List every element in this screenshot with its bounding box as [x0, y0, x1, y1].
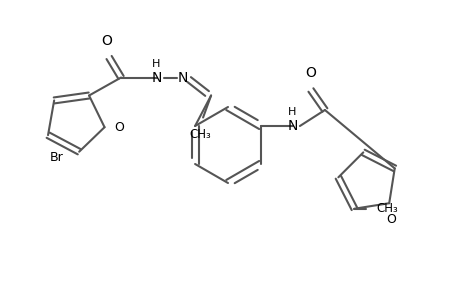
Text: N: N	[178, 70, 188, 85]
Text: N: N	[151, 70, 162, 85]
Text: O: O	[305, 66, 316, 80]
Text: CH₃: CH₃	[375, 202, 397, 215]
Text: O: O	[101, 34, 112, 47]
Text: O: O	[386, 213, 395, 226]
Text: N: N	[287, 119, 297, 133]
Text: CH₃: CH₃	[189, 128, 211, 140]
Text: H: H	[287, 107, 296, 117]
Text: Br: Br	[49, 151, 63, 164]
Text: H: H	[151, 58, 160, 68]
Text: O: O	[114, 121, 124, 134]
